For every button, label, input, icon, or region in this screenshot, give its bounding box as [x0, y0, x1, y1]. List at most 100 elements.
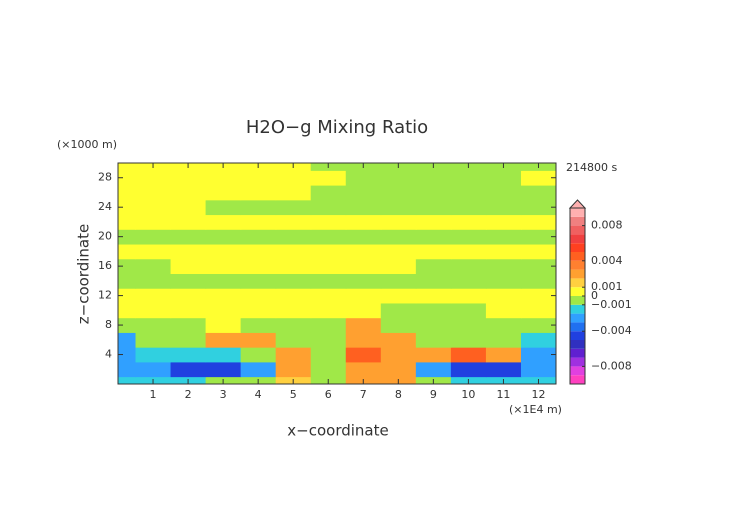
contour-cell — [275, 258, 312, 274]
contour-cell — [415, 229, 452, 245]
colorbar-band — [570, 269, 585, 279]
y-tick-label: 12 — [98, 289, 112, 302]
contour-cell — [345, 361, 382, 378]
contour-cell — [310, 258, 347, 274]
x-tick-label: 7 — [360, 388, 367, 401]
contour-cell — [310, 332, 347, 348]
contour-cell — [135, 302, 172, 319]
contour-cell — [485, 258, 522, 274]
colorbar-band — [570, 366, 585, 376]
contour-cell — [310, 302, 347, 319]
contour-cell — [170, 214, 207, 230]
contour-cell — [415, 214, 452, 230]
contour-cell — [170, 244, 207, 260]
contour-cell — [450, 347, 487, 363]
contour-cell — [240, 332, 277, 348]
contour-cell — [450, 185, 487, 201]
contour-cell — [485, 302, 522, 319]
contour-cell — [240, 288, 277, 304]
contour-cell — [310, 199, 347, 216]
contour-cell — [240, 229, 277, 245]
colorbar-band — [570, 225, 585, 235]
contour-cell — [275, 332, 312, 348]
contour-cell — [118, 332, 137, 348]
contour-cell — [275, 273, 312, 289]
colorbar-band — [570, 216, 585, 226]
contour-cell — [345, 317, 382, 333]
y-axis-title: z−coordinate — [75, 224, 93, 324]
x-tick-label: 9 — [430, 388, 437, 401]
contour-cell — [485, 332, 522, 348]
chart-title: H2O−g Mixing Ratio — [246, 117, 428, 138]
contour-cell — [135, 332, 172, 348]
contour-cell — [205, 361, 242, 378]
contour-cell — [520, 258, 557, 274]
x-tick-label: 11 — [496, 388, 510, 401]
colorbar-band — [570, 322, 585, 332]
x-tick-label: 5 — [290, 388, 297, 401]
y-tick-label: 28 — [98, 171, 112, 184]
contour-cell — [135, 199, 172, 216]
contour-cell — [135, 317, 172, 333]
contour-cell — [170, 302, 207, 319]
x-tick-label: 12 — [531, 388, 545, 401]
contour-cell — [240, 214, 277, 230]
contour-cell — [345, 185, 382, 201]
contour-cell — [135, 273, 172, 289]
contour-cell — [310, 288, 347, 304]
contour-cell — [520, 214, 557, 230]
x-tick-label: 3 — [220, 388, 227, 401]
contour-cell — [415, 244, 452, 260]
contour-cell — [240, 185, 277, 201]
contour-cell — [135, 347, 172, 363]
colorbar-band — [570, 287, 585, 296]
contour-cell — [380, 199, 417, 216]
contour-cell — [450, 361, 487, 378]
contour-cell — [485, 288, 522, 304]
contour-cell — [205, 347, 242, 363]
contour-cell — [205, 317, 242, 333]
contour-cell — [380, 361, 417, 378]
contour-cell — [520, 302, 557, 319]
contour-cell — [275, 361, 312, 378]
contour-cell — [450, 332, 487, 348]
contour-cell — [485, 199, 522, 216]
contour-cell — [345, 258, 382, 274]
contour-cell — [205, 332, 242, 348]
contour-cell — [240, 170, 277, 186]
contour-cell — [520, 170, 557, 186]
contour-cell — [275, 288, 312, 304]
contour-cell — [135, 288, 172, 304]
contour-cell — [118, 163, 137, 171]
contour-cell — [380, 244, 417, 260]
contour-cell — [485, 361, 522, 378]
x-tick-label: 10 — [461, 388, 475, 401]
contour-cell — [135, 361, 172, 378]
colorbar-band — [570, 331, 585, 340]
colorbar-band — [570, 234, 585, 244]
contour-cell — [520, 244, 557, 260]
contour-cell — [240, 317, 277, 333]
plot-frame — [117, 162, 557, 385]
contour-cell — [310, 244, 347, 260]
contour-cell — [170, 185, 207, 201]
contour-cell — [520, 288, 557, 304]
contour-cell — [380, 258, 417, 274]
colorbar-band — [570, 296, 585, 305]
contour-cell — [345, 229, 382, 245]
contour-cell — [275, 317, 312, 333]
contour-cell — [135, 229, 172, 245]
colorbar-band — [570, 375, 585, 384]
contour-cell — [380, 288, 417, 304]
contour-cell — [205, 273, 242, 289]
contour-cell — [485, 244, 522, 260]
contour-cell — [415, 273, 452, 289]
contour-cell — [310, 170, 347, 186]
contour-cell — [118, 199, 137, 216]
contour-cell — [275, 185, 312, 201]
contour-cell — [135, 214, 172, 230]
contour-cell — [485, 185, 522, 201]
contour-cell — [118, 214, 137, 230]
y-tick-label: 4 — [105, 348, 112, 361]
contour-cell — [520, 199, 557, 216]
